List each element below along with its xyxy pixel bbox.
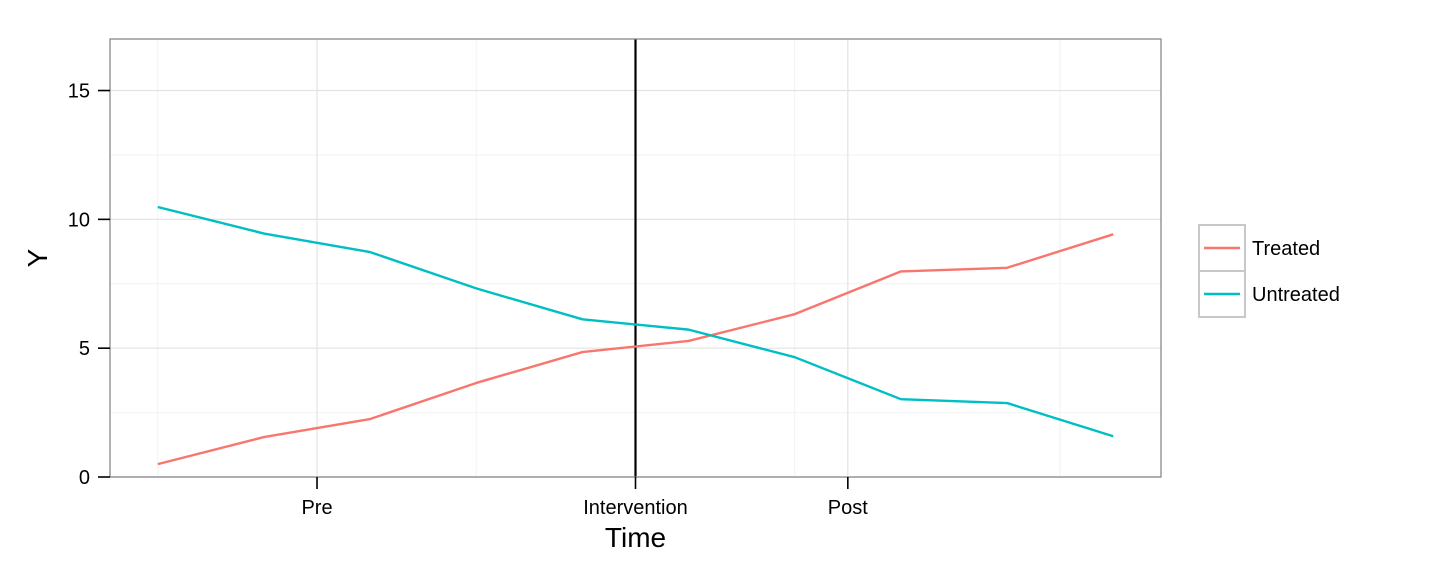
x-axis: Pre Intervention Post [301, 477, 868, 519]
x-axis-title: Time [605, 522, 666, 553]
series-line-untreated [157, 205, 1114, 438]
y-axis-title: Y [22, 248, 53, 267]
y-tick-label: 15 [68, 81, 90, 103]
legend-label-untreated: Untreated [1252, 284, 1340, 306]
y-tick-label: 5 [79, 338, 90, 360]
y-axis: 0 5 10 15 [68, 81, 110, 489]
x-tick-label: Intervention [583, 497, 688, 519]
series-lines [157, 205, 1114, 466]
legend: Treated Untreated [1198, 224, 1340, 318]
x-tick-label: Post [828, 497, 868, 519]
legend-label-treated: Treated [1252, 238, 1320, 260]
y-tick-label: 10 [68, 209, 90, 231]
x-tick-label: Pre [301, 497, 332, 519]
y-tick-label: 0 [79, 467, 90, 489]
series-line-treated [157, 233, 1114, 466]
